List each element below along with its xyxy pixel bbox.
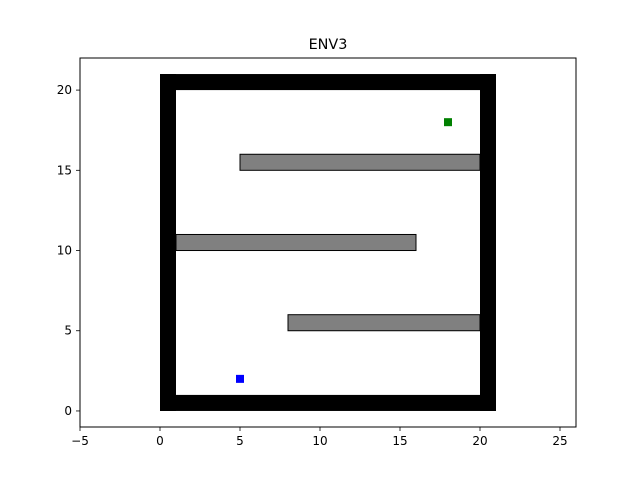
inner-obstacles: [175, 153, 481, 332]
y-tick-label: 15: [57, 163, 72, 177]
outer-wall-1: [480, 74, 496, 411]
x-tick-label: 15: [392, 434, 407, 448]
obstacle-1: [175, 233, 417, 252]
y-axis: 0 5 10 15 20: [57, 83, 80, 418]
x-tick-label: 25: [552, 434, 567, 448]
x-tick-label: 20: [472, 434, 487, 448]
chart-title: ENV3: [309, 37, 348, 53]
y-tick-label: 5: [64, 324, 72, 338]
y-tick-label: 10: [57, 244, 72, 258]
outer-wall-0: [160, 74, 176, 411]
x-tick-label: 10: [312, 434, 327, 448]
plot-frame: [79, 57, 577, 428]
y-tick-label: 20: [57, 83, 72, 97]
x-tick-label: 0: [156, 434, 164, 448]
obstacle-2: [287, 314, 481, 332]
start-marker: [236, 374, 244, 383]
obstacle-0: [239, 153, 481, 171]
x-axis: −5 0 5 10 15 20 25: [71, 427, 568, 448]
outer-wall-3: [160, 74, 496, 91]
markers: [236, 118, 452, 383]
y-tick-label: 0: [64, 404, 72, 418]
x-tick-label: −5: [71, 434, 89, 448]
x-tick-label: 5: [236, 434, 244, 448]
outer-wall-2: [160, 394, 496, 411]
outer-walls: [160, 74, 496, 411]
goal-marker: [444, 118, 452, 127]
